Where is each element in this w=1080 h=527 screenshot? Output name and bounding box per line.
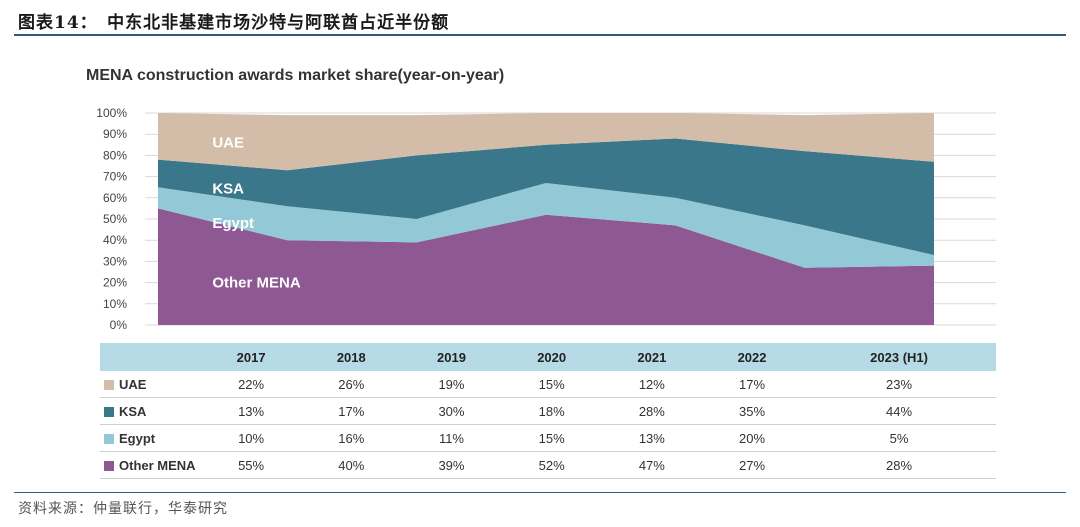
data-table: 2017 2018 2019 2020 2021 2022 2023 (H1) UAE 22%… [100,343,996,479]
source-note: 资料来源：仲量联行，华泰研究 [18,501,228,517]
area-other-mena [158,208,934,325]
table-row: UAE 22% 26% 19% 15% 12% 17% 23% [100,371,996,398]
table-row: Other MENA 55% 40% 39% 52% 47% 27% 28% [100,451,996,479]
y-tick-label: 80% [103,148,127,162]
series-name: KSA [119,403,147,419]
y-tick-label: 70% [103,170,127,184]
value-cell: 12% [601,371,702,398]
value-cell: 11% [401,424,502,452]
legend-swatch [104,433,114,444]
value-cell: 27% [701,451,803,479]
legend-swatch [104,460,114,471]
area-ksa [158,138,934,256]
top-rule [14,34,1066,36]
area-label-ksa: KSA [212,180,244,197]
header-corner [100,343,201,371]
value-cell: 16% [301,424,402,452]
row-label: UAE [100,371,201,398]
value-cell: 23% [802,371,996,398]
y-tick-label: 20% [103,276,127,290]
row-label: Other MENA [100,451,201,479]
value-cell: 28% [802,451,996,479]
series-name: Other MENA [119,457,196,473]
table-row: KSA 13% 17% 30% 18% 28% 35% 44% [100,397,996,425]
header-year: 2020 [501,343,602,371]
value-cell: 44% [802,397,996,425]
header-year: 2023 (H1) [802,343,996,371]
value-cell: 39% [401,451,502,479]
value-cell: 17% [701,371,803,398]
table-row: Egypt 10% 16% 11% 15% 13% 20% 5% [100,424,996,452]
series-name: Egypt [119,430,156,446]
value-cell: 13% [201,397,302,425]
bottom-rule [14,492,1066,493]
table-header-row: 2017 2018 2019 2020 2021 2022 2023 (H1) [100,343,996,371]
value-cell: 15% [501,371,602,398]
y-tick-label: 100% [96,106,127,120]
value-cell: 28% [601,397,702,425]
y-tick-label: 40% [103,233,127,247]
value-cell: 18% [501,397,602,425]
row-label: KSA [100,397,201,425]
area-series [158,113,934,325]
value-cell: 35% [701,397,803,425]
value-cell: 5% [802,424,996,452]
y-tick-label: 30% [103,254,127,268]
area-uae [158,113,934,171]
header-year: 2017 [201,343,302,371]
value-cell: 17% [301,397,402,425]
y-tick-label: 90% [103,127,127,141]
header-year: 2019 [401,343,502,371]
y-tick-label: 60% [103,191,127,205]
figure-title: 图表14： 中东北非基建市场沙特与阿联酋占近半份额 [18,13,450,33]
value-cell: 22% [201,371,302,398]
legend-swatch [104,406,114,417]
value-cell: 15% [501,424,602,452]
value-cell: 19% [401,371,502,398]
value-cell: 10% [201,424,302,452]
value-cell: 47% [601,451,702,479]
value-cell: 30% [401,397,502,425]
row-label: Egypt [100,424,201,452]
y-tick-label: 0% [110,318,128,332]
chart-title: MENA construction awards market share(ye… [86,67,505,84]
area-label-other-mena: Other MENA [212,275,301,292]
y-tick-label: 50% [103,212,127,226]
area-label-egypt: Egypt [212,215,254,232]
header-year: 2018 [301,343,402,371]
table-body: UAE 22% 26% 19% 15% 12% 17% 23% KSA 13% 17% 30% 18% 2… [100,371,996,479]
value-cell: 13% [601,424,702,452]
area-labels: Other MENA Egypt KSA UAE [212,135,301,292]
area-egypt [158,182,934,268]
header-year: 2022 [701,343,803,371]
legend-swatch [104,379,114,390]
series-name: UAE [119,376,147,392]
value-cell: 20% [701,424,803,452]
value-cell: 52% [501,451,602,479]
header-year: 2021 [601,343,702,371]
area-label-uae: UAE [212,135,244,152]
y-tick-label: 10% [103,297,127,311]
value-cell: 26% [301,371,402,398]
value-cell: 40% [301,451,402,479]
value-cell: 55% [201,451,302,479]
stacked-area-chart: 0% 10% 20% 30% 40% 50% 60% 70% 80% 90% 100% Other … [96,106,996,332]
y-axis-ticks: 0% 10% 20% 30% 40% 50% 60% 70% 80% 90% 100% [96,106,127,332]
